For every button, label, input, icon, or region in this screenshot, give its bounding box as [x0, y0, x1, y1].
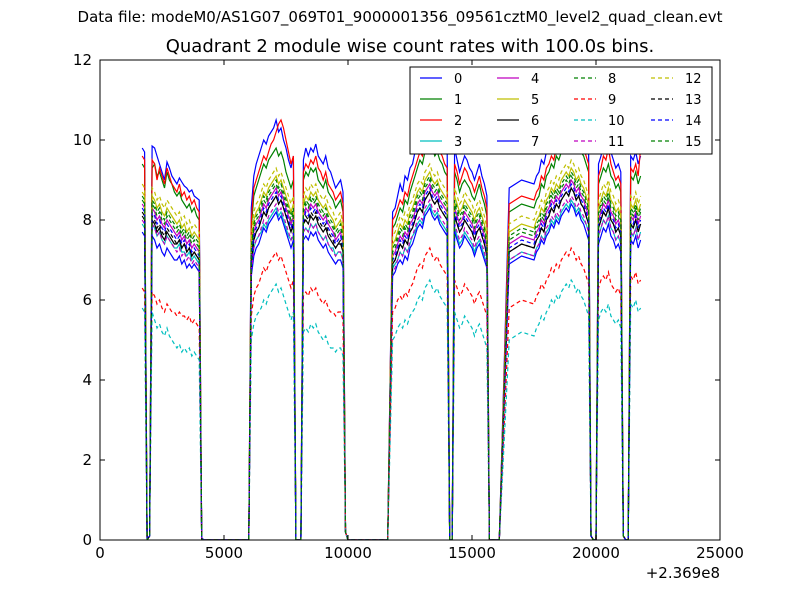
x-tick-label: 10000: [324, 544, 372, 562]
legend-label-0: 0: [454, 72, 462, 87]
legend-label-10: 10: [608, 114, 625, 129]
x-tick-label: 5000: [205, 544, 243, 562]
y-tick-label: 10: [73, 131, 92, 149]
legend-box: [409, 66, 713, 155]
legend-label-1: 1: [454, 93, 462, 108]
y-tick-label: 0: [82, 531, 92, 549]
series-line-14: [141, 182, 642, 540]
series-line-4: [141, 178, 642, 540]
y-tick-label: 2: [82, 451, 92, 469]
chart-title: Quadrant 2 module wise count rates with …: [165, 36, 655, 57]
legend-label-6: 6: [531, 114, 539, 129]
series-line-13: [141, 186, 642, 540]
legend-label-13: 13: [685, 93, 702, 108]
y-tick-label: 4: [82, 371, 92, 389]
legend-label-12: 12: [685, 72, 702, 87]
legend-label-11: 11: [608, 135, 625, 150]
x-tick-label: 15000: [448, 544, 496, 562]
x-tick-label: 25000: [696, 544, 744, 562]
y-tick-label: 6: [82, 291, 92, 309]
x-tick-label: 0: [95, 544, 105, 562]
series-line-9: [141, 246, 642, 540]
series-line-11: [141, 194, 642, 540]
series-layer: [141, 110, 642, 540]
x-offset-label: +2.369e8: [646, 564, 720, 582]
legend-label-8: 8: [608, 72, 616, 87]
y-tick-label: 12: [73, 51, 92, 69]
legend-label-3: 3: [454, 135, 462, 150]
legend-label-5: 5: [531, 93, 539, 108]
series-line-5: [141, 166, 642, 540]
series-line-10: [141, 278, 642, 540]
legend-label-7: 7: [531, 135, 539, 150]
series-line-12: [141, 158, 642, 540]
y-tick-label: 8: [82, 211, 92, 229]
legend-label-14: 14: [685, 114, 702, 129]
x-tick-label: 20000: [572, 544, 620, 562]
series-line-8: [141, 174, 642, 540]
legend-label-15: 15: [685, 135, 702, 150]
legend-label-9: 9: [608, 93, 616, 108]
legend-label-4: 4: [531, 72, 539, 87]
legend-label-2: 2: [454, 114, 462, 129]
figure-supertitle: Data file: modeM0/AS1G07_069T01_90000013…: [77, 8, 723, 26]
series-line-7: [141, 202, 642, 540]
